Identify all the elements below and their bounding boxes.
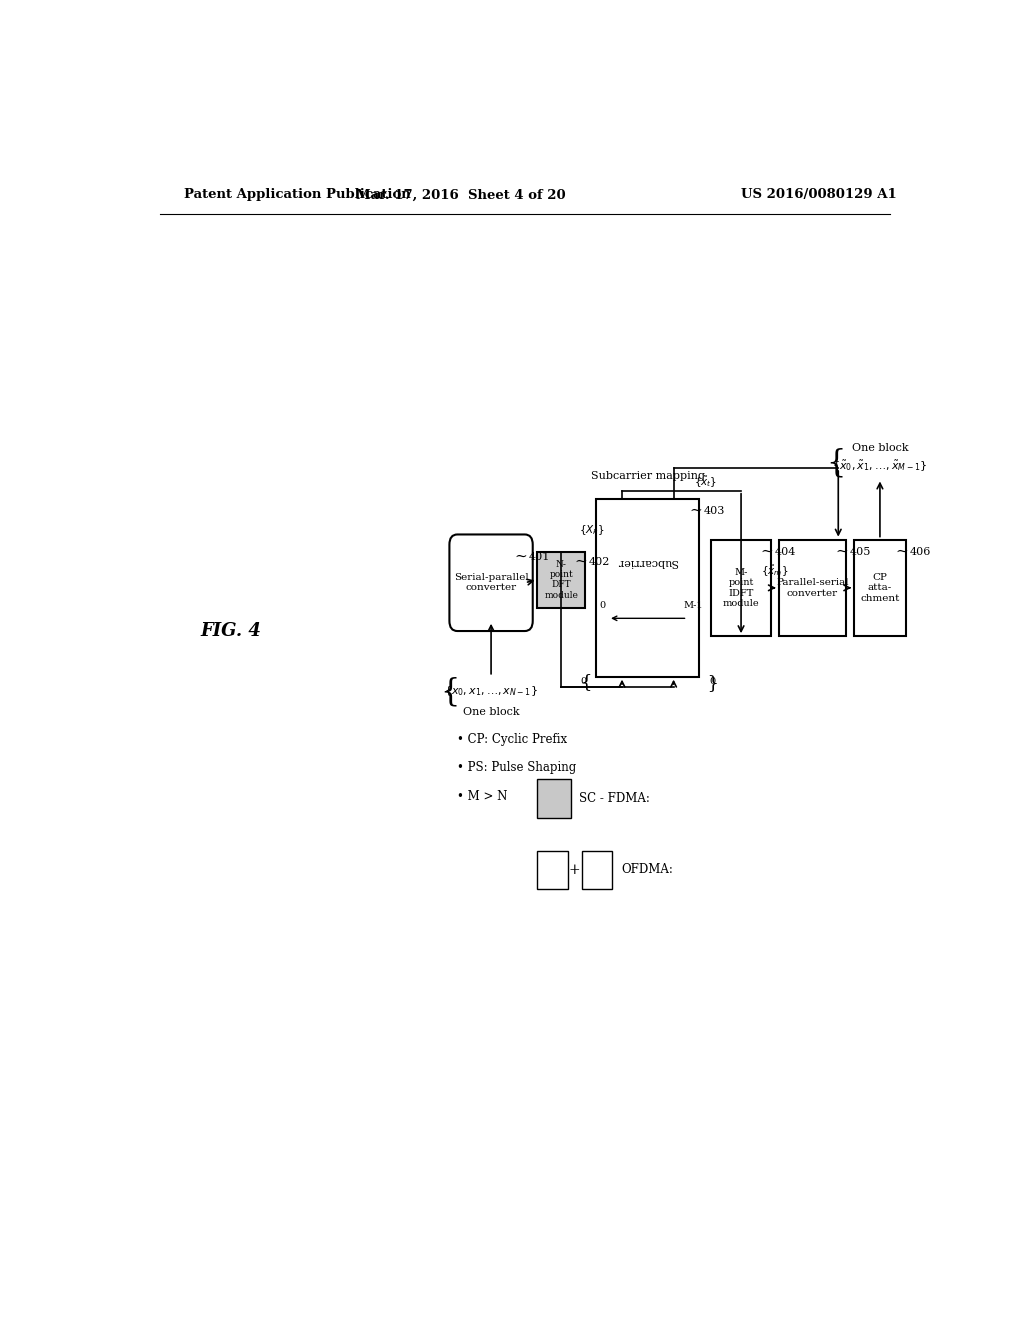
Text: {: {: [826, 447, 846, 479]
Text: ∼: ∼: [574, 554, 588, 569]
Text: • CP: Cyclic Prefix: • CP: Cyclic Prefix: [458, 733, 567, 746]
Text: N-
point
DFT
module: N- point DFT module: [545, 560, 579, 599]
Text: ∼: ∼: [836, 545, 849, 558]
Text: Subcarrier mapping: Subcarrier mapping: [591, 471, 705, 480]
Text: ∼: ∼: [689, 504, 701, 517]
Text: 403: 403: [703, 506, 725, 516]
Text: 402: 402: [589, 557, 610, 566]
Text: M-
point
IDFT
module: M- point IDFT module: [723, 568, 760, 609]
Text: OFDMA:: OFDMA:: [622, 863, 674, 876]
Text: One block: One block: [852, 444, 908, 453]
Text: 401: 401: [528, 552, 550, 562]
Text: Mar. 17, 2016  Sheet 4 of 20: Mar. 17, 2016 Sheet 4 of 20: [356, 189, 566, 202]
Text: US 2016/0080129 A1: US 2016/0080129 A1: [740, 189, 896, 202]
Bar: [596, 499, 699, 677]
Text: 406: 406: [909, 546, 931, 557]
Text: $\{\tilde{x}_t\}$: $\{\tilde{x}_t\}$: [693, 474, 717, 488]
Text: 0: 0: [581, 677, 587, 686]
Text: 0: 0: [709, 677, 715, 686]
Text: $\{X_k\}$: $\{X_k\}$: [579, 523, 604, 536]
Text: Patent Application Publication: Patent Application Publication: [183, 189, 411, 202]
Text: Parallel-serial
converter: Parallel-serial converter: [776, 578, 849, 598]
FancyBboxPatch shape: [450, 535, 532, 631]
Text: 405: 405: [850, 546, 871, 557]
Bar: [538, 552, 585, 607]
Text: {: {: [440, 677, 460, 708]
Text: FIG. 4: FIG. 4: [201, 622, 261, 640]
Bar: [712, 540, 771, 636]
Bar: [854, 540, 905, 636]
Text: ∼: ∼: [514, 550, 527, 564]
Text: Serial-parallel
converter: Serial-parallel converter: [454, 573, 528, 593]
Text: CP
atta-
chment: CP atta- chment: [860, 573, 900, 603]
Text: M-1: M-1: [683, 601, 702, 610]
Text: {: {: [703, 673, 715, 690]
Bar: [538, 779, 570, 818]
Text: • M > N: • M > N: [458, 789, 508, 803]
Text: {: {: [581, 673, 592, 690]
Text: • PS: Pulse Shaping: • PS: Pulse Shaping: [458, 762, 577, 774]
Text: $\{x_0, x_1, \ldots, x_{N-1}\}$: $\{x_0, x_1, \ldots, x_{N-1}\}$: [444, 684, 538, 698]
Text: 0: 0: [599, 601, 605, 610]
Bar: [538, 850, 567, 890]
Text: $\{\tilde{x}_0, \tilde{x}_1, \ldots, \tilde{x}_{M-1}\}$: $\{\tilde{x}_0, \tilde{x}_1, \ldots, \ti…: [833, 458, 928, 474]
Text: ∼: ∼: [895, 545, 908, 558]
Text: +: +: [568, 863, 580, 876]
Text: ∼: ∼: [761, 545, 773, 558]
Text: SC - FDMA:: SC - FDMA:: [579, 792, 649, 805]
Text: One block: One block: [463, 708, 519, 717]
Bar: [582, 850, 612, 890]
Bar: [778, 540, 846, 636]
Text: Subcarrier: Subcarrier: [617, 557, 678, 568]
Text: 404: 404: [775, 546, 796, 557]
Text: $\{\tilde{x}_m\}$: $\{\tilde{x}_m\}$: [761, 562, 788, 578]
